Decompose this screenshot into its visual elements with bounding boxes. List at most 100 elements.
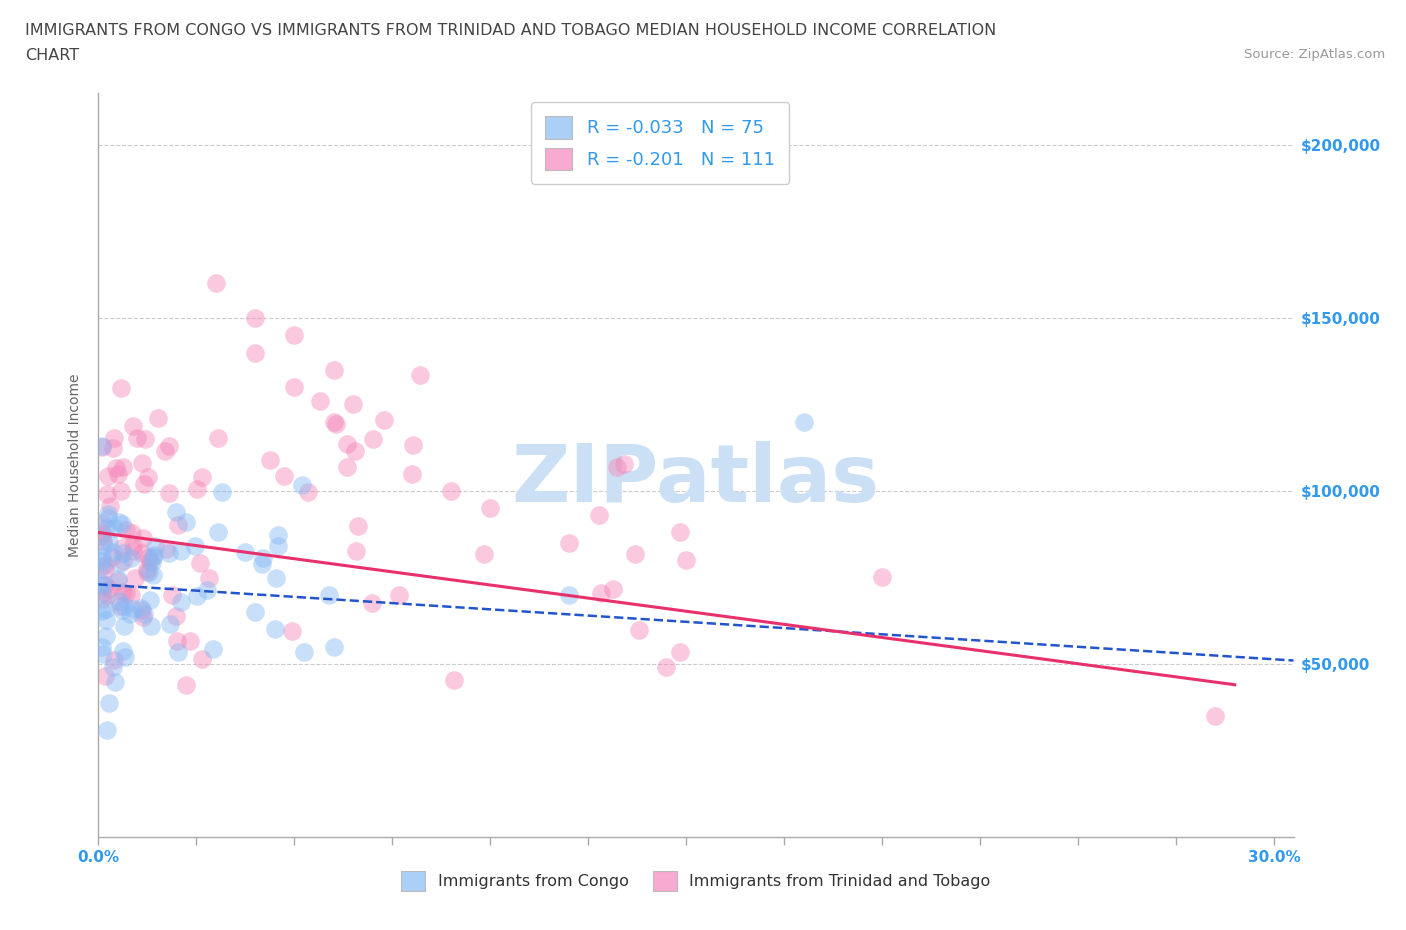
Point (207, 525, 229, 539)
Point (195, 582, 218, 597)
Point (91, 553, 114, 568)
Point (91, 578, 114, 592)
Point (322, 414, 344, 429)
Point (110, 380, 132, 395)
Point (186, 481, 208, 496)
Point (132, 477, 155, 492)
Point (252, 551, 274, 565)
Point (91, 646, 114, 661)
Point (96, 588, 118, 603)
Point (98, 581, 121, 596)
Point (94, 612, 117, 627)
Point (107, 467, 129, 482)
Point (124, 570, 146, 585)
Point (94, 578, 117, 592)
Point (373, 412, 395, 427)
Point (112, 599, 135, 614)
Point (142, 547, 165, 562)
Point (111, 545, 134, 560)
Point (153, 444, 176, 458)
Point (793, 414, 815, 429)
Point (97, 469, 120, 484)
Point (166, 633, 188, 648)
Point (91, 438, 114, 453)
Point (108, 555, 131, 570)
Point (336, 437, 359, 452)
Point (110, 598, 132, 613)
Point (188, 556, 211, 571)
Point (131, 456, 153, 471)
Point (211, 485, 233, 499)
Point (94, 602, 117, 617)
Point (104, 674, 127, 689)
Point (98, 696, 121, 711)
Point (111, 553, 134, 568)
Point (201, 641, 224, 656)
Point (157, 546, 180, 561)
Point (675, 552, 697, 567)
Point (146, 410, 169, 425)
Text: CHART: CHART (25, 48, 79, 63)
Point (1204, 709, 1226, 724)
Point (112, 619, 135, 634)
Point (342, 397, 364, 412)
Point (142, 550, 165, 565)
Point (108, 593, 131, 608)
Point (588, 508, 610, 523)
Point (127, 431, 149, 445)
Point (243, 345, 266, 360)
Point (479, 501, 502, 516)
Point (440, 484, 463, 498)
Point (259, 452, 281, 467)
Point (91, 576, 114, 591)
Point (110, 484, 132, 498)
Point (111, 516, 134, 531)
Point (263, 622, 285, 637)
Text: IMMIGRANTS FROM CONGO VS IMMIGRANTS FROM TRINIDAD AND TOBAGO MEDIAN HOUSEHOLD IN: IMMIGRANTS FROM CONGO VS IMMIGRANTS FROM… (25, 23, 997, 38)
Point (179, 633, 201, 648)
Point (136, 470, 159, 485)
Point (291, 478, 314, 493)
Point (139, 554, 162, 569)
Point (557, 588, 579, 603)
Point (401, 466, 423, 481)
Point (318, 588, 340, 603)
Point (115, 586, 138, 601)
Text: Source: ZipAtlas.com: Source: ZipAtlas.com (1244, 48, 1385, 61)
Legend: Immigrants from Congo, Immigrants from Trinidad and Tobago: Immigrants from Congo, Immigrants from T… (388, 858, 1004, 903)
Point (388, 588, 411, 603)
Point (121, 525, 143, 540)
Point (336, 459, 359, 474)
Point (121, 418, 143, 433)
Point (94, 563, 117, 578)
Point (112, 644, 135, 658)
Point (165, 608, 187, 623)
Text: ZIPatlas: ZIPatlas (512, 441, 880, 519)
Point (111, 603, 134, 618)
Point (107, 515, 129, 530)
Point (134, 432, 156, 446)
Point (160, 588, 183, 603)
Point (669, 525, 692, 539)
Point (281, 623, 304, 638)
Point (233, 545, 256, 560)
Point (91, 558, 114, 573)
Point (322, 363, 344, 378)
Point (139, 592, 162, 607)
Point (159, 617, 181, 631)
Point (624, 546, 647, 561)
Point (309, 393, 332, 408)
Point (101, 550, 124, 565)
Point (166, 644, 188, 659)
Point (94, 629, 117, 644)
Point (120, 606, 142, 621)
Point (91, 525, 114, 540)
Point (273, 468, 295, 483)
Point (91, 591, 114, 606)
Point (343, 444, 366, 458)
Point (98, 535, 121, 550)
Point (111, 459, 134, 474)
Point (165, 505, 187, 520)
Point (283, 379, 305, 394)
Point (111, 540, 134, 555)
